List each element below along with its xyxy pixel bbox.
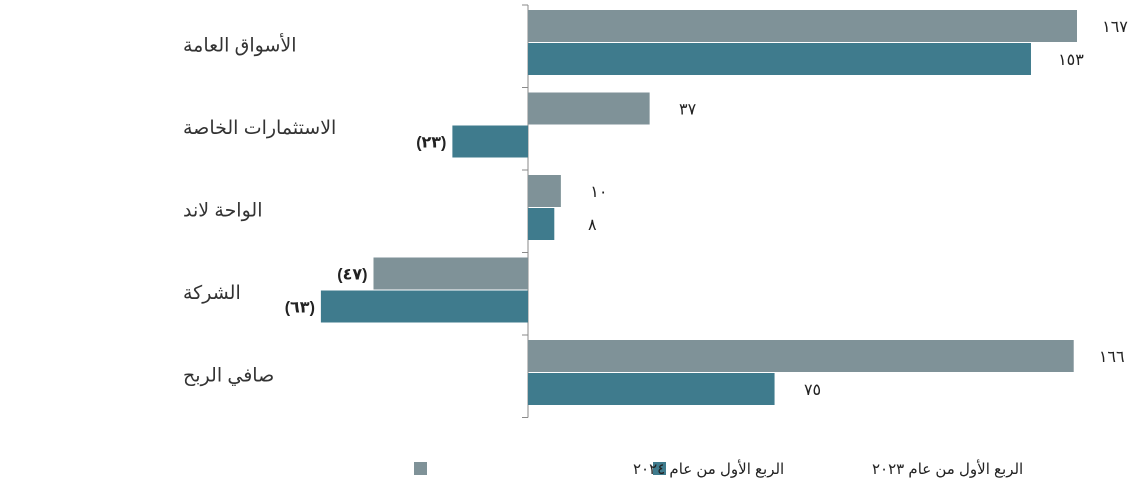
bar	[528, 208, 555, 240]
category-label: صافي الربح	[183, 365, 274, 386]
legend-label: الربع الأول من عام ٢٠٢٤	[633, 459, 784, 478]
data-label: (٤٧)	[337, 267, 367, 284]
data-label: ٣٧	[679, 102, 697, 119]
category-label: الاستثمارات الخاصة	[183, 118, 336, 139]
bar	[528, 10, 1077, 42]
data-label: ٧٥	[804, 382, 821, 399]
data-label: ١٦٦	[1099, 349, 1125, 366]
data-label: ١٦٧	[1102, 19, 1128, 36]
bar	[452, 125, 528, 158]
data-label: (٢٣)	[416, 135, 446, 152]
bar	[528, 373, 775, 405]
bar	[373, 257, 528, 290]
data-label: (٦٣)	[285, 300, 315, 317]
legend-swatch	[414, 462, 427, 475]
bar	[528, 92, 650, 125]
bar	[320, 290, 528, 323]
category-label: الأسواق العامة	[183, 33, 297, 56]
data-label: ١٠	[590, 184, 607, 201]
bar	[528, 340, 1074, 372]
data-label: ٨	[588, 217, 597, 234]
data-label: ١٥٣	[1058, 52, 1084, 69]
category-label: الشركة	[183, 283, 241, 304]
bar	[528, 43, 1031, 75]
legend-label: الربع الأول من عام ٢٠٢٣	[872, 459, 1023, 478]
bar	[528, 175, 561, 207]
legend-swatch	[653, 462, 666, 475]
category-label: الواحة لاند	[183, 200, 262, 221]
